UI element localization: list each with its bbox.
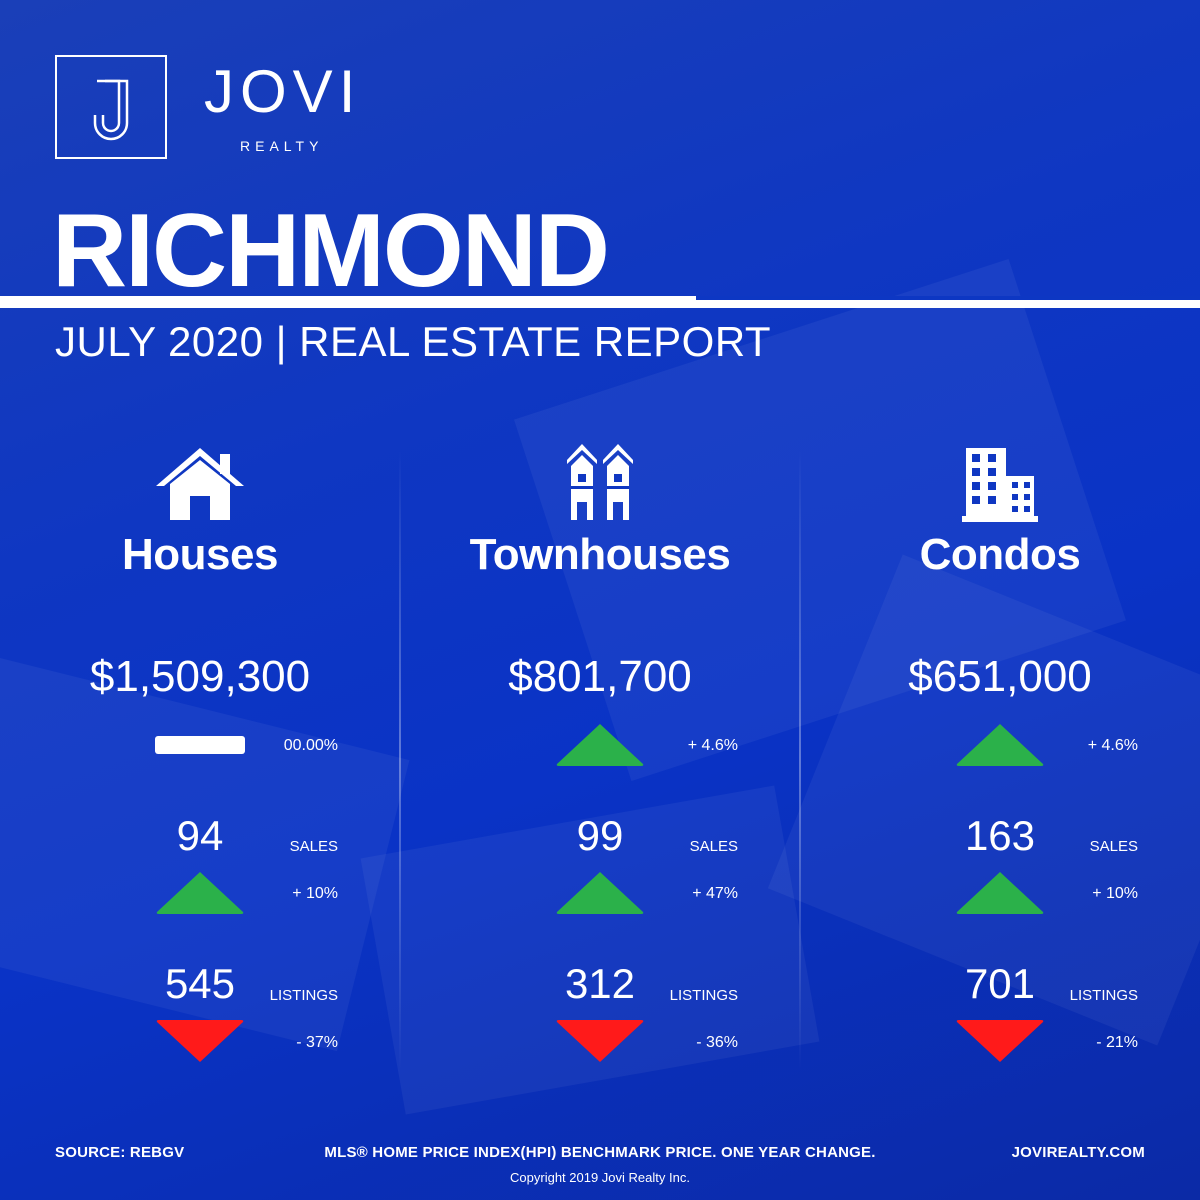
down-arrow-icon: [556, 1020, 644, 1062]
report-subtitle: JULY 2020 | REAL ESTATE REPORT: [55, 318, 772, 365]
sales-label: SALES: [289, 838, 338, 855]
flat-trend-indicator: [155, 736, 245, 754]
condo-building-icon: [950, 432, 1050, 522]
listings-label: LISTINGS: [669, 987, 738, 1004]
sales-change: + 10%: [292, 885, 338, 902]
listings-change: - 21%: [1096, 1034, 1138, 1051]
sales-count: 94: [176, 812, 224, 859]
townhouses-column: Townhouses $801,700 + 4.6% 99 SALES + 47…: [400, 0, 800, 1200]
column-title: Houses: [122, 530, 278, 579]
condos-column: Condos $651,000 + 4.6% 163 SALES + 10% 7…: [800, 0, 1200, 1200]
down-arrow-icon: [956, 1020, 1044, 1062]
listings-count: 312: [564, 960, 636, 1007]
listings-count: 545: [164, 960, 236, 1007]
website-link[interactable]: JOVIREALTY.COM: [1011, 1144, 1145, 1161]
column-title: Condos: [919, 530, 1081, 579]
sales-change: + 47%: [692, 885, 738, 902]
page-title: RICHMOND: [52, 193, 610, 309]
price-change: 00.00%: [283, 737, 338, 754]
methodology-note: MLS® HOME PRICE INDEX(HPI) BENCHMARK PRI…: [324, 1144, 876, 1161]
price-change: + 4.6%: [687, 737, 738, 754]
listings-change: - 37%: [296, 1034, 338, 1051]
up-arrow-icon: [556, 872, 644, 914]
benchmark-price: $801,700: [508, 652, 692, 701]
source-note: SOURCE: REBGV: [55, 1144, 185, 1161]
sales-count: 99: [576, 812, 624, 859]
listings-count: 701: [964, 960, 1036, 1007]
house-icon: [150, 432, 250, 522]
title-underline-accent: [696, 296, 1200, 300]
column-divider: [799, 450, 801, 1070]
benchmark-price: $1,509,300: [89, 652, 311, 701]
up-arrow-icon: [156, 872, 244, 914]
townhouse-icon: [550, 432, 650, 522]
column-divider: [399, 450, 401, 1070]
up-arrow-icon: [556, 724, 644, 766]
sales-count: 163: [964, 812, 1036, 859]
column-title: Townhouses: [469, 530, 731, 579]
brand-subtitle: REALTY: [240, 138, 324, 154]
sales-change: + 10%: [1092, 885, 1138, 902]
listings-label: LISTINGS: [269, 987, 338, 1004]
copyright: Copyright 2019 Jovi Realty Inc.: [510, 1170, 690, 1185]
jovi-logo-icon: [55, 55, 167, 159]
houses-column: Houses $1,509,300 00.00% 94 SALES + 10% …: [0, 0, 400, 1200]
listings-change: - 36%: [696, 1034, 738, 1051]
listings-label: LISTINGS: [1069, 987, 1138, 1004]
up-arrow-icon: [956, 872, 1044, 914]
sales-label: SALES: [1089, 838, 1138, 855]
up-arrow-icon: [956, 724, 1044, 766]
benchmark-price: $651,000: [908, 652, 1092, 701]
down-arrow-icon: [156, 1020, 244, 1062]
brand-name: JOVI: [204, 58, 362, 125]
price-change: + 4.6%: [1087, 737, 1138, 754]
sales-label: SALES: [689, 838, 738, 855]
